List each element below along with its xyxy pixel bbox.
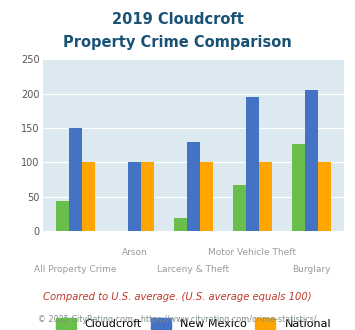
Text: Arson: Arson [122,248,147,257]
Bar [292,144,305,231]
Text: Motor Vehicle Theft: Motor Vehicle Theft [208,248,296,257]
Bar [200,162,213,231]
Bar [82,162,95,231]
Bar [246,97,259,231]
Text: Burglary: Burglary [292,265,331,274]
Bar [69,128,82,231]
Text: All Property Crime: All Property Crime [34,265,117,274]
Text: Compared to U.S. average. (U.S. average equals 100): Compared to U.S. average. (U.S. average … [43,292,312,302]
Legend: Cloudcroft, New Mexico, National: Cloudcroft, New Mexico, National [51,314,335,330]
Bar [233,185,246,231]
Text: Property Crime Comparison: Property Crime Comparison [63,35,292,50]
Bar [174,218,187,231]
Text: 2019 Cloudcroft: 2019 Cloudcroft [111,12,244,26]
Bar [128,162,141,231]
Bar [141,162,154,231]
Bar [187,142,200,231]
Bar [318,162,331,231]
Bar [56,202,69,231]
Text: © 2025 CityRating.com - https://www.cityrating.com/crime-statistics/: © 2025 CityRating.com - https://www.city… [38,315,317,324]
Text: Larceny & Theft: Larceny & Theft [157,265,230,274]
Bar [259,162,272,231]
Bar [305,90,318,231]
